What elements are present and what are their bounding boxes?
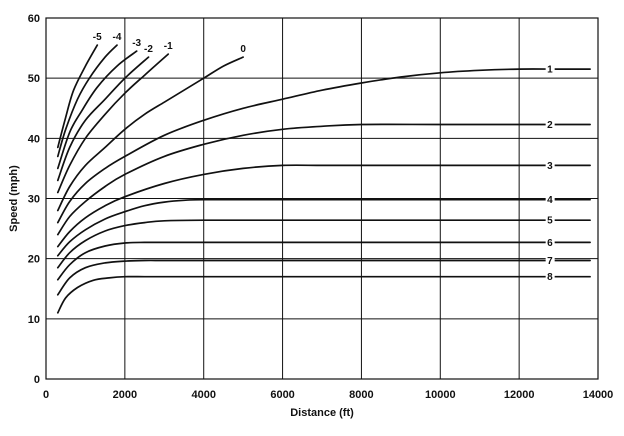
series-line-5 xyxy=(56,219,591,269)
x-tick-label: 2000 xyxy=(113,389,137,401)
grid xyxy=(45,17,599,380)
series-label-2: 2 xyxy=(547,120,553,131)
series-label-0: 0 xyxy=(240,44,246,55)
series-label--4: -4 xyxy=(113,32,122,43)
y-axis-ticks: 0 10 20 30 40 50 60 xyxy=(28,13,40,386)
series-label-3: 3 xyxy=(547,161,553,172)
x-axis-title: Distance (ft) xyxy=(290,407,354,419)
x-tick-label: 12000 xyxy=(504,389,535,401)
series-label-4: 4 xyxy=(547,195,553,206)
series-label-5: 5 xyxy=(547,216,553,227)
y-tick-label: 50 xyxy=(28,73,40,85)
series-label-bg xyxy=(545,119,555,130)
series-line-3 xyxy=(56,164,591,248)
y-tick-label: 60 xyxy=(28,13,40,25)
series-label-8: 8 xyxy=(547,272,553,283)
series-line--4 xyxy=(56,44,118,158)
series-label--5: -5 xyxy=(93,32,102,43)
x-tick-label: 10000 xyxy=(425,389,456,401)
x-tick-label: 14000 xyxy=(583,389,614,401)
series-label-bg xyxy=(545,64,555,75)
series-label-bg xyxy=(545,272,555,283)
series-label--1: -1 xyxy=(164,41,173,52)
series-line-8 xyxy=(56,275,591,314)
y-tick-label: 0 xyxy=(34,374,40,386)
series-line-6 xyxy=(56,241,591,281)
x-tick-label: 8000 xyxy=(349,389,373,401)
x-tick-label: 6000 xyxy=(270,389,294,401)
series-label-bg xyxy=(545,215,555,226)
series-line-2 xyxy=(56,123,591,236)
series-line--1 xyxy=(56,53,170,194)
series-label--2: -2 xyxy=(144,44,153,55)
y-axis-title: Speed (mph) xyxy=(8,165,20,232)
series-line-4 xyxy=(56,198,591,257)
series-label-bg xyxy=(545,160,555,171)
y-tick-label: 10 xyxy=(28,314,40,326)
series-line--2 xyxy=(56,56,150,182)
series-label-bg xyxy=(545,237,555,248)
series-label-1: 1 xyxy=(547,65,553,76)
series-group xyxy=(56,44,591,314)
x-tick-label: 4000 xyxy=(191,389,215,401)
series-label-6: 6 xyxy=(547,238,553,249)
series-line-1 xyxy=(56,68,591,224)
x-axis-ticks: 0 2000 4000 6000 8000 10000 12000 14000 xyxy=(43,389,613,401)
series-label--3: -3 xyxy=(132,38,141,49)
series-line-0 xyxy=(56,56,244,212)
series-label-bg xyxy=(545,195,555,206)
series-label-bg xyxy=(545,255,555,266)
series-label-7: 7 xyxy=(547,256,553,267)
series-line--3 xyxy=(56,50,138,170)
plot-area xyxy=(45,17,599,380)
y-tick-label: 20 xyxy=(28,254,40,266)
y-tick-label: 30 xyxy=(28,194,40,206)
y-tick-label: 40 xyxy=(28,133,40,145)
series-line-7 xyxy=(56,259,591,296)
x-tick-label: 0 xyxy=(43,389,49,401)
series-line--5 xyxy=(56,44,99,149)
series-labels: -5 -4 -3-2 -1 0 1 2 3 4 5 6 7 8 xyxy=(93,32,555,283)
